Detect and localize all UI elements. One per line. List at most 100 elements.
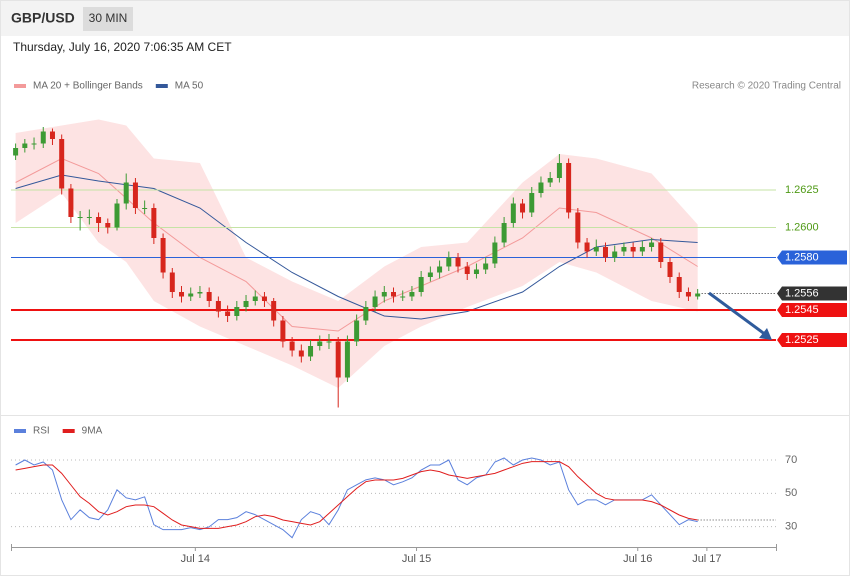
bollinger-band xyxy=(15,119,698,388)
candle-body xyxy=(298,350,304,357)
candle-body xyxy=(234,307,240,316)
legend-label: 9MA xyxy=(82,426,103,437)
level-label: 1.2580 xyxy=(785,251,819,263)
legend-label: MA 50 xyxy=(175,81,204,92)
level-label: 1.2556 xyxy=(785,287,819,299)
candle-body xyxy=(142,208,148,209)
level-label: 1.2625 xyxy=(785,184,819,196)
legend-swatch xyxy=(14,429,26,433)
candle-body xyxy=(455,257,461,267)
candle-body xyxy=(556,163,562,178)
x-tick-label: Jul 15 xyxy=(402,553,431,565)
candle-body xyxy=(593,247,599,252)
candle-body xyxy=(427,272,433,277)
candle-body xyxy=(114,203,120,228)
candle-body xyxy=(77,217,83,218)
candle-body xyxy=(261,296,267,301)
candle-body xyxy=(40,131,46,144)
y-tick-label: 30 xyxy=(785,521,797,533)
level-label: 1.2545 xyxy=(785,304,819,316)
candle-body xyxy=(492,242,498,264)
rsi-panel: 30 50 70 Jul 14 Jul 15 Jul 16 Jul 17 RSI 9MA xyxy=(11,426,797,565)
candle-body xyxy=(225,311,231,316)
candle-body xyxy=(538,182,544,193)
candle-body xyxy=(280,320,286,342)
candle-body xyxy=(252,296,258,301)
candle-body xyxy=(381,292,387,297)
x-tick-label: Jul 16 xyxy=(623,553,652,565)
candle-body xyxy=(621,247,627,252)
candle-body xyxy=(123,182,129,204)
candle-body xyxy=(326,341,332,343)
credit: Research © 2020 Trading Central xyxy=(692,81,841,92)
y-tick-label: 50 xyxy=(785,487,797,499)
candle-body xyxy=(630,247,636,252)
candle-body xyxy=(354,320,360,342)
candle-body xyxy=(612,251,618,258)
candle-body xyxy=(132,182,138,208)
y-tick-label: 70 xyxy=(785,454,797,466)
candle-body xyxy=(68,188,74,217)
candle-body xyxy=(602,247,608,258)
timeframe: 30 MIN xyxy=(89,11,128,25)
candle-body xyxy=(510,203,516,223)
candle-body xyxy=(520,203,526,213)
x-tick-label: Jul 17 xyxy=(692,553,721,565)
candle-body xyxy=(639,247,645,252)
candle-body xyxy=(13,148,19,156)
candle-body xyxy=(575,212,581,243)
candle-body xyxy=(483,263,489,270)
candle-body xyxy=(151,208,157,238)
candle-body xyxy=(86,217,92,218)
candle-body xyxy=(49,131,55,139)
candle-body xyxy=(363,307,369,321)
candle-body xyxy=(105,223,111,228)
candle-body xyxy=(308,346,314,357)
candle-body xyxy=(160,238,166,273)
candle-body xyxy=(446,257,452,267)
candle-body xyxy=(584,242,590,252)
candle-body xyxy=(695,293,701,297)
candle-body xyxy=(317,341,323,346)
candle-body xyxy=(391,292,396,297)
candle-body xyxy=(501,223,507,243)
rsi-line xyxy=(15,461,698,529)
rsi-line xyxy=(15,457,698,539)
candle-body xyxy=(59,139,65,189)
legend-swatch xyxy=(155,84,168,88)
candle-body xyxy=(215,301,221,312)
candle-body xyxy=(409,292,415,297)
candle-body xyxy=(529,193,535,213)
candle-body xyxy=(372,296,378,307)
candle-body xyxy=(243,301,249,307)
candle-body xyxy=(400,296,406,298)
candle-body xyxy=(271,301,277,321)
legend-swatch xyxy=(62,429,75,433)
candle-body xyxy=(22,143,28,148)
candle-body xyxy=(289,341,295,351)
header-bar xyxy=(1,1,849,36)
legend-label: RSI xyxy=(33,426,50,437)
candle-body xyxy=(335,341,341,378)
forecast-arrow xyxy=(708,291,767,337)
candle-body xyxy=(437,266,443,273)
level-label: 1.2600 xyxy=(785,221,819,233)
candle-body xyxy=(658,242,664,262)
candle-body xyxy=(197,292,203,294)
candle-body xyxy=(547,178,553,183)
price-panel: 1.2625 1.2600 1.2580 1.2556 1.2545 1.2525 MA 2… xyxy=(11,81,847,408)
candle-body xyxy=(179,292,185,297)
candle-body xyxy=(344,341,350,378)
candle-body xyxy=(31,143,37,145)
level-box xyxy=(777,250,847,265)
symbol: GBP/USD xyxy=(11,10,75,26)
candle-body xyxy=(464,266,470,274)
candle-body xyxy=(566,163,572,213)
candle-body xyxy=(685,292,691,297)
candle-body xyxy=(169,272,175,292)
level-label: 1.2525 xyxy=(785,334,819,346)
candle-body xyxy=(649,242,655,247)
x-tick-label: Jul 14 xyxy=(181,553,210,565)
